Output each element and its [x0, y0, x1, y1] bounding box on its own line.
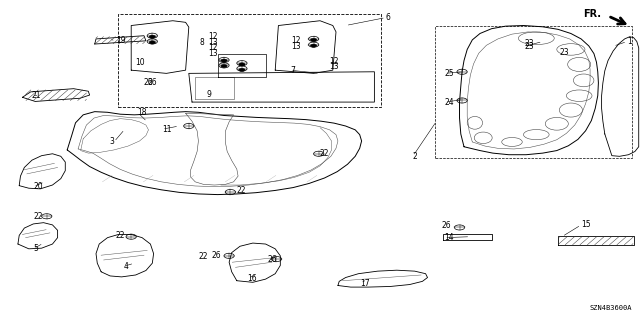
Text: 26: 26 [442, 221, 451, 230]
Text: 3: 3 [109, 137, 114, 146]
Text: 18: 18 [138, 108, 147, 117]
Text: 22: 22 [198, 252, 208, 261]
Text: 17: 17 [360, 279, 370, 288]
Text: 13: 13 [208, 49, 218, 58]
Text: 13: 13 [330, 63, 339, 71]
Text: 13: 13 [208, 38, 218, 47]
Text: 26: 26 [212, 251, 221, 260]
Text: FR.: FR. [584, 9, 602, 19]
Text: 15: 15 [581, 220, 591, 229]
Text: 20: 20 [33, 182, 43, 191]
Circle shape [149, 35, 156, 38]
Text: 9: 9 [206, 90, 211, 99]
Circle shape [221, 59, 227, 62]
Text: 22: 22 [237, 186, 246, 195]
Text: 2: 2 [413, 152, 417, 161]
Text: 26: 26 [268, 255, 277, 263]
Text: 22: 22 [115, 231, 125, 240]
Text: 6: 6 [386, 13, 391, 22]
Circle shape [149, 41, 156, 44]
Text: 22: 22 [33, 212, 43, 221]
Text: 26: 26 [144, 78, 154, 87]
Text: 24: 24 [445, 98, 454, 107]
Text: 7: 7 [290, 66, 295, 75]
Text: 25: 25 [445, 69, 454, 78]
Circle shape [239, 68, 245, 71]
Circle shape [239, 63, 245, 66]
Text: 12: 12 [330, 57, 339, 66]
Text: 26: 26 [147, 78, 157, 87]
Text: 12: 12 [208, 32, 218, 41]
Text: 5: 5 [33, 244, 38, 253]
Circle shape [310, 38, 317, 41]
Text: 11: 11 [162, 125, 172, 134]
Text: 10: 10 [136, 58, 145, 67]
Text: 19: 19 [116, 36, 125, 45]
Text: 16: 16 [248, 274, 257, 283]
Circle shape [310, 44, 317, 47]
Text: 12: 12 [208, 43, 218, 52]
Circle shape [221, 64, 227, 68]
Text: 23: 23 [560, 48, 570, 57]
Text: 1: 1 [627, 37, 632, 46]
Text: 13: 13 [291, 42, 301, 51]
Text: 8: 8 [199, 38, 204, 47]
Text: 23: 23 [525, 42, 534, 51]
Text: 4: 4 [124, 262, 129, 271]
Text: 14: 14 [444, 233, 454, 242]
Text: 22: 22 [320, 149, 330, 158]
Text: 12: 12 [291, 36, 301, 45]
Text: SZN4B3600A: SZN4B3600A [590, 305, 632, 311]
Text: 21: 21 [32, 91, 42, 100]
Text: 23: 23 [525, 39, 534, 48]
